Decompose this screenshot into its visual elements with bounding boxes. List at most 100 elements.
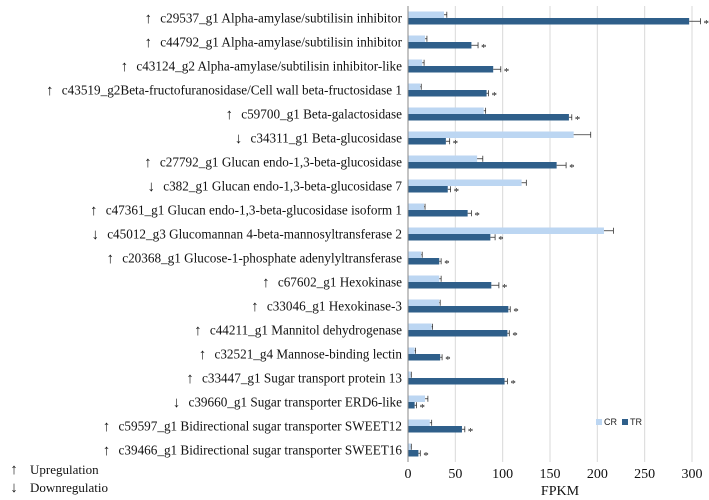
category-label: c20368_g1 Glucose-1-phosphate adenylyltr… <box>122 251 402 266</box>
bar-tr <box>408 162 557 169</box>
key-label: Downregulatio <box>30 480 108 495</box>
legend-swatch-cr <box>596 419 602 425</box>
up-arrow-icon: ↑ <box>199 347 207 363</box>
x-tick-label: 150 <box>540 467 561 482</box>
category-label: c39660_g1 Sugar transporter ERD6-like <box>188 395 402 410</box>
x-tick-label: 0 <box>405 467 412 482</box>
x-tick-label: 250 <box>634 467 655 482</box>
bar-cr <box>408 275 440 282</box>
category-label: c33447_g1 Sugar transport protein 13 <box>202 371 402 386</box>
x-tick-label: 200 <box>587 467 608 482</box>
significance-marker: * <box>569 162 575 174</box>
up-arrow-icon: ↑ <box>186 371 194 387</box>
bar-tr <box>408 306 509 313</box>
legend-swatch-tr <box>622 419 628 425</box>
bar-cr <box>408 203 425 210</box>
bar-tr <box>408 258 440 265</box>
up-arrow-icon: ↑ <box>103 443 111 459</box>
up-arrow-icon: ↑ <box>121 59 129 75</box>
up-arrow-icon: ↑ <box>10 462 18 478</box>
bar-cr <box>408 227 604 234</box>
bars: * * * * * * * * * * * * * * * * * * * <box>408 11 709 462</box>
bar-tr <box>408 402 415 409</box>
significance-marker: * <box>498 234 504 246</box>
regulation-key: ↑ Upregulation ↓ Downregulatio <box>10 462 108 496</box>
significance-marker: * <box>491 90 497 102</box>
down-arrow-icon: ↓ <box>173 395 181 411</box>
significance-marker: * <box>512 330 518 342</box>
bar-tr <box>408 426 462 433</box>
up-arrow-icon: ↑ <box>145 35 153 51</box>
down-arrow-icon: ↓ <box>10 480 18 496</box>
significance-marker: * <box>704 18 709 30</box>
category-label: c382_g1 Glucan endo-1,3-beta-glucosidase… <box>163 179 402 194</box>
bar-tr <box>408 66 494 73</box>
bar-tr <box>408 234 491 241</box>
category-labels: c29537_g1 Alpha-amylase/subtilisin inhib… <box>46 11 403 460</box>
bar-cr <box>408 179 522 186</box>
category-label: c67602_g1 Hexokinase <box>278 275 402 290</box>
bar-cr <box>408 347 415 354</box>
bar-tr <box>408 90 487 97</box>
bar-tr <box>408 282 492 289</box>
category-label: c44792_g1 Alpha-amylase/subtilisin inhib… <box>160 35 402 50</box>
bar-cr <box>408 131 574 138</box>
bar-cr <box>408 371 411 378</box>
significance-marker: * <box>513 306 519 318</box>
bar-tr <box>408 354 441 361</box>
bar-cr <box>408 395 426 402</box>
up-arrow-icon: ↑ <box>90 203 98 219</box>
category-label: c59597_g1 Bidirectional sugar transporte… <box>119 419 402 434</box>
down-arrow-icon: ↓ <box>147 179 155 195</box>
down-arrow-icon: ↓ <box>91 227 99 243</box>
significance-marker: * <box>444 258 450 270</box>
category-label: c39466_g1 Bidirectional sugar transporte… <box>119 443 403 458</box>
x-tick-label: 50 <box>448 467 462 482</box>
category-label: c44211_g1 Mannitol dehydrogenase <box>210 323 402 338</box>
bar-tr <box>408 114 569 121</box>
significance-marker: * <box>481 42 487 54</box>
bar-tr <box>408 330 508 337</box>
x-tick-label: 300 <box>682 467 703 482</box>
bar-cr <box>408 11 444 18</box>
category-label: c45012_g3 Glucomannan 4-beta-mannosyltra… <box>107 227 402 242</box>
significance-marker: * <box>474 210 480 222</box>
category-label: c29537_g1 Alpha-amylase/subtilisin inhib… <box>160 11 402 26</box>
x-tick-label: 100 <box>492 467 513 482</box>
significance-marker: * <box>454 186 460 198</box>
bar-cr <box>408 323 432 330</box>
bar-tr <box>408 210 468 217</box>
bar-cr <box>408 443 411 450</box>
up-arrow-icon: ↑ <box>262 275 270 291</box>
bar-cr <box>408 419 430 426</box>
bar-tr <box>408 450 419 457</box>
significance-marker: * <box>468 426 474 438</box>
up-arrow-icon: ↑ <box>46 83 54 99</box>
bar-cr <box>408 251 422 258</box>
bar-cr <box>408 107 484 114</box>
bar-tr <box>408 186 448 193</box>
category-label: c33046_g1 Hexokinase-3 <box>267 299 403 314</box>
bar-cr <box>408 155 478 162</box>
key-label: Upregulation <box>30 462 99 477</box>
significance-marker: * <box>453 138 459 150</box>
significance-marker: * <box>502 282 508 294</box>
category-label: c34311_g1 Beta-glucosidase <box>251 131 403 146</box>
significance-marker: * <box>504 66 510 78</box>
bar-tr <box>408 138 446 145</box>
up-arrow-icon: ↑ <box>144 155 152 171</box>
legend: CR TR <box>596 417 642 427</box>
legend-label-cr: CR <box>604 417 617 427</box>
significance-marker: * <box>445 354 451 366</box>
x-axis: 0 50 100 150 200 250 300 <box>405 6 703 482</box>
up-arrow-icon: ↑ <box>103 419 111 435</box>
up-arrow-icon: ↑ <box>251 299 259 315</box>
up-arrow-icon: ↑ <box>145 11 153 27</box>
down-arrow-icon: ↓ <box>235 131 243 147</box>
category-label: c43519_g2Beta-fructofuranosidase/Cell wa… <box>62 83 402 98</box>
category-label: c32521_g4 Mannose-binding lectin <box>214 347 402 362</box>
up-arrow-icon: ↑ <box>225 107 233 123</box>
category-label: c47361_g1 Glucan endo-1,3-beta-glucosida… <box>106 203 402 218</box>
bar-cr <box>408 83 421 90</box>
